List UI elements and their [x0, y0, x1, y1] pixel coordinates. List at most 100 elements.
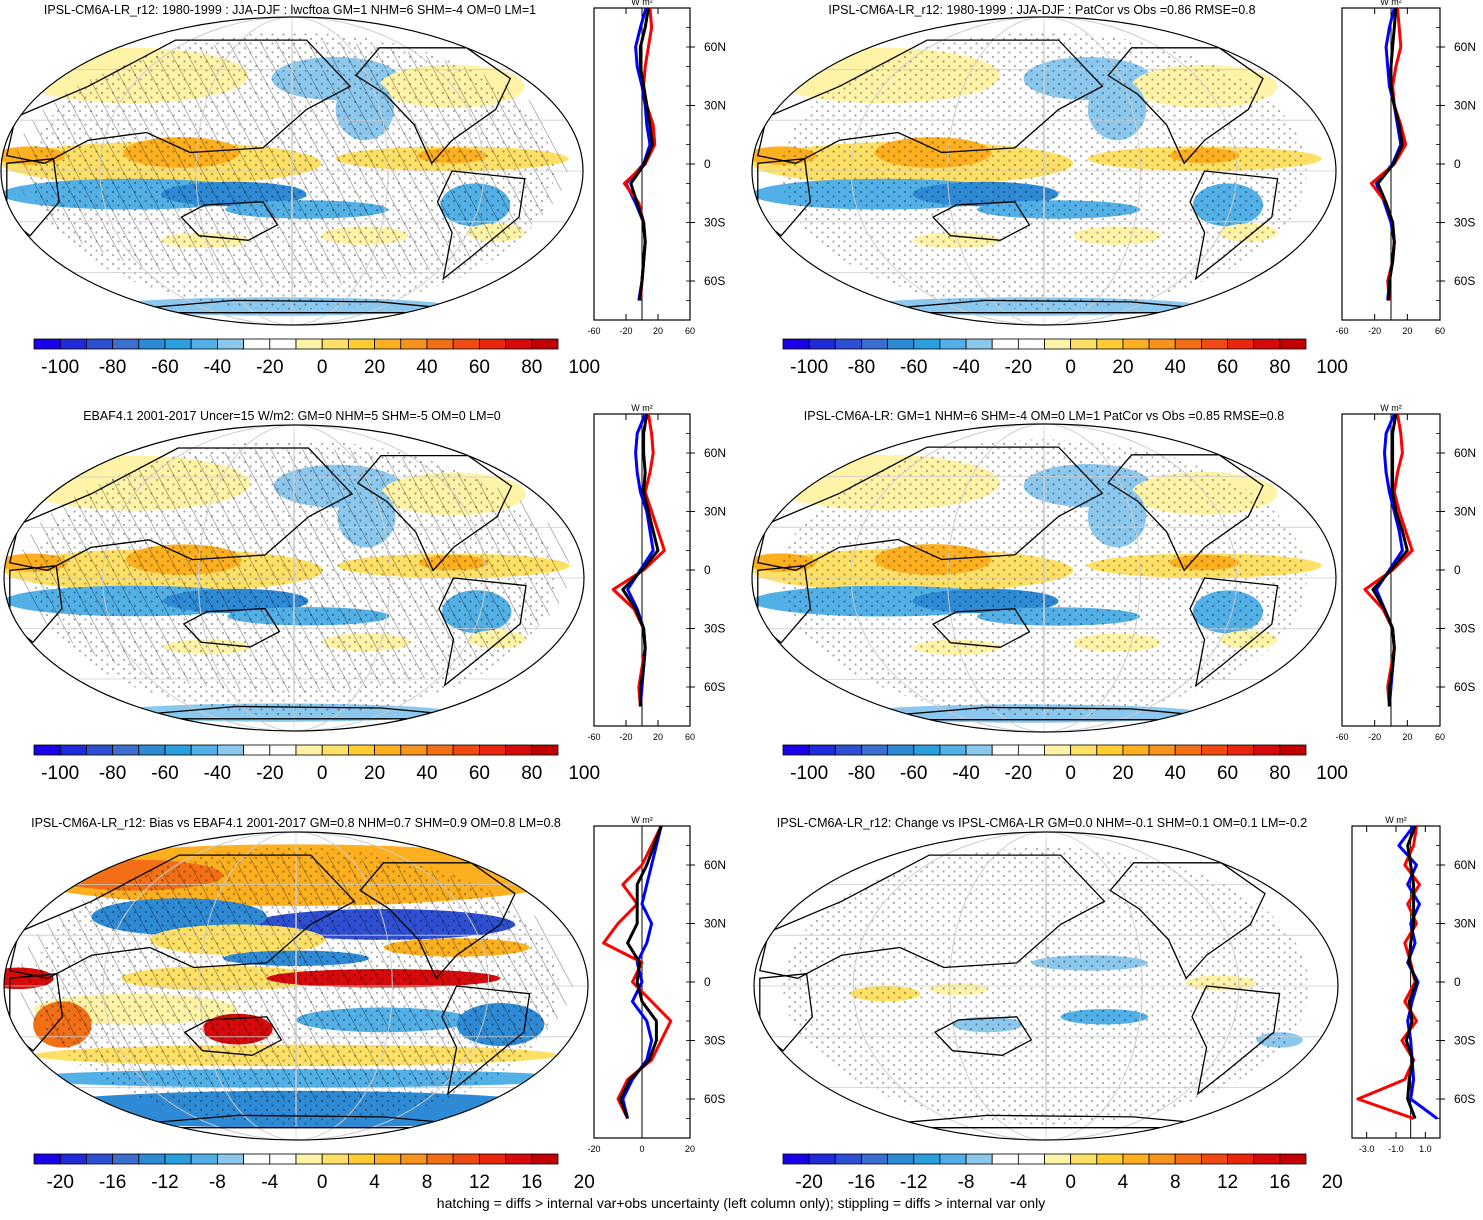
colorbar-swatch — [216, 744, 244, 756]
panel-6-zonal-plot: W m² 60N 30N 0 30S 60S -3.0 -1.0 1.0 — [1351, 815, 1476, 1154]
coastline-eurasia — [757, 446, 1104, 571]
colorbar-swatch — [991, 744, 1019, 756]
colorbar-swatch — [400, 744, 428, 756]
colorbar-swatch — [1017, 744, 1045, 756]
panel-5-map — [3, 831, 589, 1141]
colorbar-swatch — [939, 744, 967, 756]
zonal-x-tick-label: -20 — [619, 326, 632, 336]
colorbar-swatch — [1201, 1153, 1228, 1165]
panel-6-colorbar: -20 -16 -12 -8 -4 0 4 8 12 16 20 — [782, 1153, 1343, 1193]
colorbar-swatch — [861, 338, 889, 350]
map-border — [753, 831, 1339, 1141]
colorbar-swatch — [190, 338, 218, 350]
colorbar-tick-label: 40 — [416, 763, 437, 784]
colorbar-swatch — [295, 744, 323, 756]
zonal-y-tick-label: 0 — [1454, 157, 1461, 171]
zonal-y-tick-label: 60S — [704, 680, 725, 694]
zonal-x-tick-label: -60 — [587, 326, 600, 336]
panel-5-colorbar: -20 -16 -12 -8 -4 0 4 8 12 16 20 — [33, 1153, 595, 1193]
zonal-y-tick-label: 30N — [1454, 505, 1476, 519]
colorbar-tick-label: 100 — [568, 357, 600, 378]
colorbar-tick-label: -100 — [41, 763, 79, 784]
zonal-y-tick-label: 30S — [1454, 622, 1475, 636]
zonal-x-tick-label: 20 — [1402, 732, 1412, 742]
zonal-units-label: W m² — [631, 403, 653, 413]
coastline-australia — [933, 1016, 1033, 1056]
map-field — [754, 832, 1338, 1140]
colorbar-tick-label: -40 — [952, 357, 979, 378]
colorbar-tick-label: -80 — [99, 763, 126, 784]
colorbar-tick-label: 40 — [416, 357, 437, 378]
zonal-x-tick-label: -60 — [587, 732, 600, 742]
colorbar-tick-label: 80 — [1269, 763, 1290, 784]
zonal-y-tick-label: 30N — [1454, 917, 1476, 931]
panel-6-title: IPSL-CM6A-LR_r12: Change vs IPSL-CM6A-LR… — [777, 816, 1307, 830]
colorbar-swatch — [1253, 744, 1281, 756]
colorbar-tick-label: 0 — [1065, 357, 1076, 378]
panel-3-title: EBAF4.1 2001-2017 Uncer=15 W/m2: GM=0 NH… — [83, 409, 501, 423]
colorbar-swatch — [505, 744, 533, 756]
colorbar-tick-label: -20 — [1005, 763, 1032, 784]
colorbar-tick-label: 12 — [469, 1172, 490, 1193]
zonal-x-tick-label: -20 — [587, 1144, 600, 1154]
colorbar-tick-label: 80 — [1269, 357, 1290, 378]
zonal-y-tick-label: 60S — [704, 274, 725, 288]
coastline-australia — [931, 608, 1031, 648]
colorbar-swatch — [782, 744, 810, 756]
zonal-y-tick-label: 30S — [1454, 216, 1475, 230]
colorbar-tick-label: -60 — [900, 763, 927, 784]
colorbar-tick-label: 20 — [574, 1172, 595, 1193]
colorbar-swatch — [1044, 1153, 1072, 1165]
zonal-units-label: W m² — [1385, 815, 1407, 825]
coastline-eurasia — [6, 39, 352, 164]
coastline-australia — [931, 201, 1031, 241]
colorbar-tick-label: 8 — [1170, 1172, 1181, 1193]
colorbar-swatch — [86, 338, 114, 350]
zonal-y-tick-label: 0 — [704, 975, 711, 989]
colorbar-swatch — [478, 338, 506, 350]
zonal-y-tick-label: 30N — [1454, 99, 1476, 113]
colorbar-swatch — [939, 338, 967, 350]
zonal-series-mean — [1376, 7, 1404, 301]
colorbar-swatch — [1096, 744, 1124, 756]
colorbar-swatch — [834, 1153, 862, 1165]
colorbar-swatch — [426, 744, 454, 756]
map-border — [3, 424, 585, 732]
zonal-y-tick-label: 30N — [704, 99, 726, 113]
coastline-north-america — [355, 47, 512, 165]
colorbar-swatch — [321, 1153, 349, 1165]
colorbar-tick-label: -60 — [900, 357, 927, 378]
coastline-eurasia — [757, 39, 1104, 164]
colorbar-swatch — [991, 1153, 1019, 1165]
zonal-series-mean — [1404, 825, 1418, 1120]
zonal-y-tick-label: 30S — [704, 1034, 725, 1048]
colorbar-tick-label: 40 — [1165, 763, 1186, 784]
colorbar-tick-label: -20 — [256, 357, 283, 378]
colorbar-tick-label: 20 — [364, 357, 385, 378]
colorbar-swatch — [887, 744, 915, 756]
colorbar-swatch — [1227, 338, 1255, 350]
colorbar-tick-label: 20 — [1112, 763, 1133, 784]
zonal-x-tick-label: 1.0 — [1419, 1144, 1432, 1154]
colorbar-swatch — [478, 1153, 506, 1165]
zonal-y-tick-label: 30N — [704, 917, 726, 931]
colorbar-tick-label: 60 — [469, 357, 490, 378]
colorbar-swatch — [295, 338, 323, 350]
colorbar-swatch — [164, 1153, 192, 1165]
map-border — [751, 16, 1337, 326]
colorbar-tick-label: -80 — [99, 357, 126, 378]
coastline-north-america — [1109, 862, 1266, 980]
zonal-y-tick-label: 30S — [704, 216, 725, 230]
colorbar-swatch — [1096, 1153, 1124, 1165]
panel-3-map — [3, 424, 585, 732]
zonal-x-tick-label: -20 — [1368, 732, 1381, 742]
map-border — [3, 831, 589, 1141]
coastline-antarctica — [839, 706, 1249, 721]
zonal-plot-frame — [1351, 825, 1441, 1139]
colorbar-tick-label: 100 — [1316, 763, 1348, 784]
colorbar-tick-label: -4 — [1010, 1172, 1027, 1193]
colorbar-swatch — [347, 744, 375, 756]
zonal-series-mean — [621, 413, 660, 707]
zonal-y-tick-label: 60S — [1454, 1092, 1475, 1106]
map-field — [1, 17, 583, 325]
